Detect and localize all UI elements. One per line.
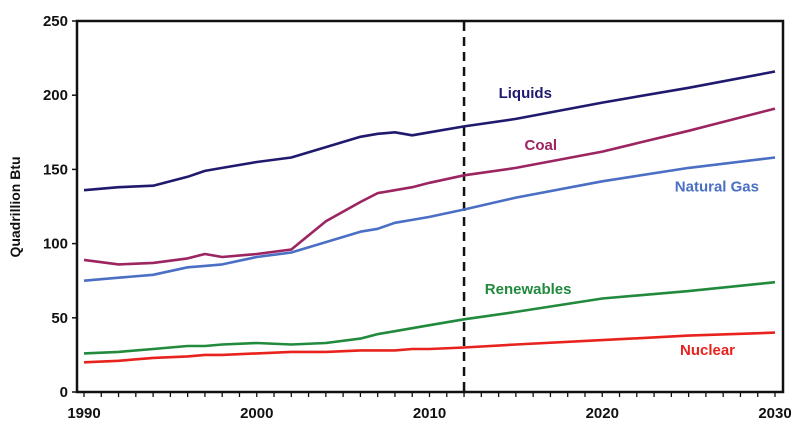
x-tick-label: 2030 xyxy=(758,405,791,422)
series-label-renewables: Renewables xyxy=(485,281,572,298)
plot-frame xyxy=(75,19,785,394)
series-labels: Liquids Coal Natural Gas Renewables Nuclear xyxy=(485,85,759,359)
series-label-nuclear: Nuclear xyxy=(680,342,735,359)
series-label-coal: Coal xyxy=(525,137,558,154)
series-label-liquids: Liquids xyxy=(499,85,552,102)
x-axis: 1990 2000 2010 2020 2030 xyxy=(67,392,792,422)
y-tick-label: 150 xyxy=(43,161,68,178)
y-tick-label: 250 xyxy=(43,13,68,30)
series-line-renewables xyxy=(83,280,776,355)
x-tick-label: 2020 xyxy=(586,405,619,422)
y-axis-title: Quadrillion Btu xyxy=(7,156,23,257)
y-tick-label: 100 xyxy=(43,236,68,253)
series-line-nuclear xyxy=(83,331,776,364)
y-tick-label: 200 xyxy=(43,87,68,104)
series-label-natural-gas: Natural Gas xyxy=(675,179,759,196)
series-line-coal xyxy=(83,107,776,266)
series-line-natural-gas xyxy=(83,156,776,282)
series-line-liquids xyxy=(83,70,776,192)
series-lines xyxy=(83,70,776,364)
x-tick-label: 2010 xyxy=(413,405,446,422)
x-tick-label: 2000 xyxy=(240,405,273,422)
x-tick-label: 1990 xyxy=(67,405,100,422)
y-tick-label: 0 xyxy=(60,384,68,401)
y-tick-label: 50 xyxy=(51,310,68,327)
y-axis: 0 50 100 150 200 250 xyxy=(43,13,77,401)
plot-area xyxy=(75,19,785,394)
